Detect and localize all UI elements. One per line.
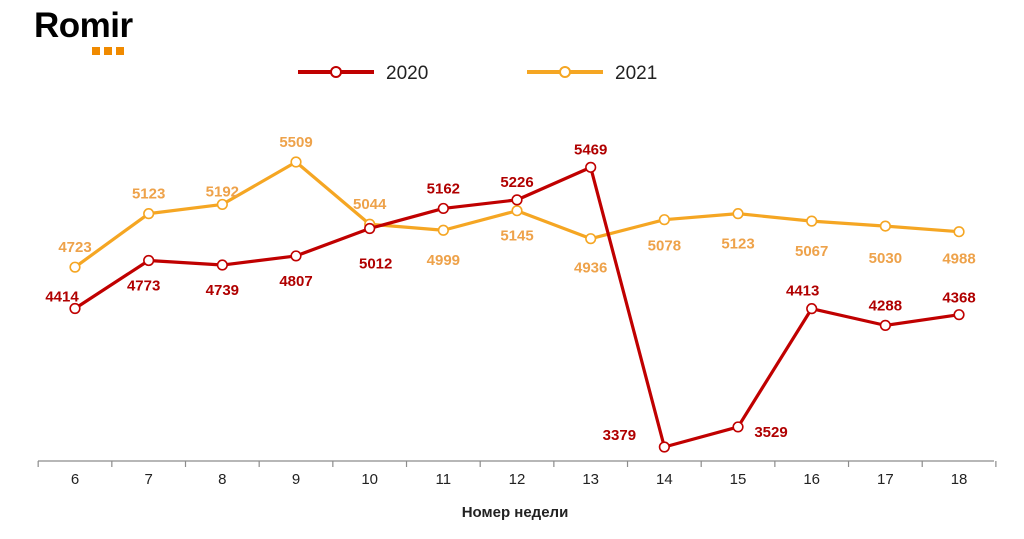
data-label-2021: 5078 <box>648 238 681 255</box>
x-tick-label: 12 <box>509 471 526 488</box>
data-label-2020: 4288 <box>869 297 902 314</box>
point-2020 <box>290 250 302 262</box>
point-2020 <box>437 202 449 215</box>
x-axis-title: Номер недели <box>462 504 569 521</box>
logo-dots <box>92 47 124 55</box>
logo-dot <box>116 47 124 55</box>
point-2021 <box>953 226 965 238</box>
data-label-2020: 5012 <box>359 256 392 273</box>
data-label-2020: 4413 <box>786 283 819 300</box>
point-2021 <box>290 156 302 168</box>
legend-marker <box>559 66 571 78</box>
point-2020 <box>143 254 155 267</box>
x-tick-label: 10 <box>361 471 378 488</box>
data-label-2020: 5162 <box>427 180 460 197</box>
point-2020 <box>806 303 818 315</box>
point-2021 <box>216 198 228 211</box>
data-label-2021: 5123 <box>721 236 754 253</box>
data-label-2021: 5067 <box>795 243 828 260</box>
point-2020 <box>732 421 744 433</box>
x-tick-label: 18 <box>951 471 968 488</box>
logo-dot <box>92 47 100 55</box>
data-label-2021: 5123 <box>132 186 165 203</box>
point-2020 <box>585 161 597 173</box>
x-tick-label: 6 <box>71 471 79 488</box>
x-tick-label: 8 <box>218 471 226 488</box>
data-label-2020: 4773 <box>127 277 160 294</box>
romir-logo: Romir <box>34 6 133 46</box>
data-label-2021: 4723 <box>58 239 91 256</box>
data-label-2020: 4414 <box>45 289 79 306</box>
x-tick-label: 7 <box>144 471 152 488</box>
x-tick-label: 16 <box>803 471 820 488</box>
point-2020 <box>658 441 670 453</box>
data-label-2020: 4368 <box>942 290 975 307</box>
x-tick-label: 14 <box>656 471 673 488</box>
data-label-2021: 5030 <box>869 250 902 267</box>
data-label-2021: 5044 <box>353 196 387 213</box>
data-label-2021: 5509 <box>279 134 312 151</box>
data-label-2020: 3529 <box>754 424 787 441</box>
data-label-2021: 4936 <box>574 260 607 277</box>
data-label-2020: 4807 <box>279 273 312 290</box>
data-label-2020: 4739 <box>206 282 239 299</box>
data-label-2020: 3379 <box>603 427 636 444</box>
point-2021 <box>732 208 744 220</box>
point-2021 <box>511 205 523 217</box>
point-2020 <box>511 194 523 206</box>
data-label-2021: 4988 <box>942 251 975 268</box>
data-label-2020: 5226 <box>500 174 533 191</box>
data-labels: 4414 4773 4739 4807 5012 5162 5226 5469 3379 3529… <box>45 134 975 444</box>
x-tick-label: 9 <box>292 471 300 488</box>
data-label-2020: 5469 <box>574 141 607 158</box>
series-layer <box>69 156 965 453</box>
point-2020 <box>216 259 228 271</box>
point-2021 <box>585 233 597 245</box>
legend: 2020 2021 <box>298 63 657 84</box>
point-2021 <box>879 220 891 232</box>
data-label-2021: 5145 <box>500 228 533 245</box>
legend-label: 2020 <box>386 63 428 84</box>
point-2020 <box>364 222 376 235</box>
logo-text: Romir <box>34 6 133 45</box>
x-tick-label: 17 <box>877 471 894 488</box>
x-tick-label: 11 <box>436 471 452 488</box>
x-axis: 6 7 8 9 10 11 12 13 14 15 16 17 18 <box>37 460 997 488</box>
point-2021 <box>437 224 449 236</box>
logo-dot <box>104 47 112 55</box>
data-label-2021: 5192 <box>206 183 239 200</box>
point-2020 <box>69 302 81 315</box>
point-2021 <box>69 261 81 273</box>
x-tick-label: 13 <box>582 471 599 488</box>
x-tick-label: 15 <box>730 471 747 488</box>
point-2021 <box>143 208 155 220</box>
point-2021 <box>806 215 818 227</box>
point-2021 <box>658 214 670 226</box>
legend-label: 2021 <box>615 63 657 84</box>
legend-marker <box>330 66 342 78</box>
data-label-2021: 4999 <box>427 252 460 269</box>
point-2020 <box>953 309 965 321</box>
point-2020 <box>879 319 891 331</box>
